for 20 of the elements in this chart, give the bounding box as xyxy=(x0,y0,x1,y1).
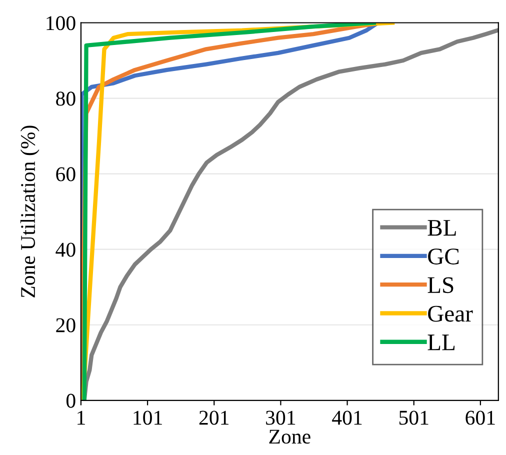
y-tick-label: 80 xyxy=(56,92,76,106)
x-axis-title: Zone xyxy=(269,430,310,444)
x-tick-label: 301 xyxy=(266,410,296,425)
x-tick-label: 101 xyxy=(134,410,162,425)
x-tick-label: 401 xyxy=(332,410,362,425)
x-tick-label: 1 xyxy=(78,410,85,425)
legend-label: LL xyxy=(428,334,455,350)
y-tick-label: 0 xyxy=(66,394,76,408)
legend-label: GC xyxy=(428,248,459,264)
y-axis-title: Zone Utilization (%) xyxy=(20,126,40,298)
x-tick-label: 501 xyxy=(399,410,428,425)
x-tick-label: 601 xyxy=(466,410,495,425)
legend-label: BL xyxy=(428,220,456,236)
y-tick-label: 40 xyxy=(56,242,76,257)
legend-label: LS xyxy=(428,277,454,294)
y-tick-label: 100 xyxy=(46,16,76,30)
x-tick-label: 201 xyxy=(199,410,228,425)
legend-label: Gear xyxy=(428,306,473,322)
y-tick-label: 60 xyxy=(56,167,76,182)
y-tick-label: 20 xyxy=(56,318,76,332)
